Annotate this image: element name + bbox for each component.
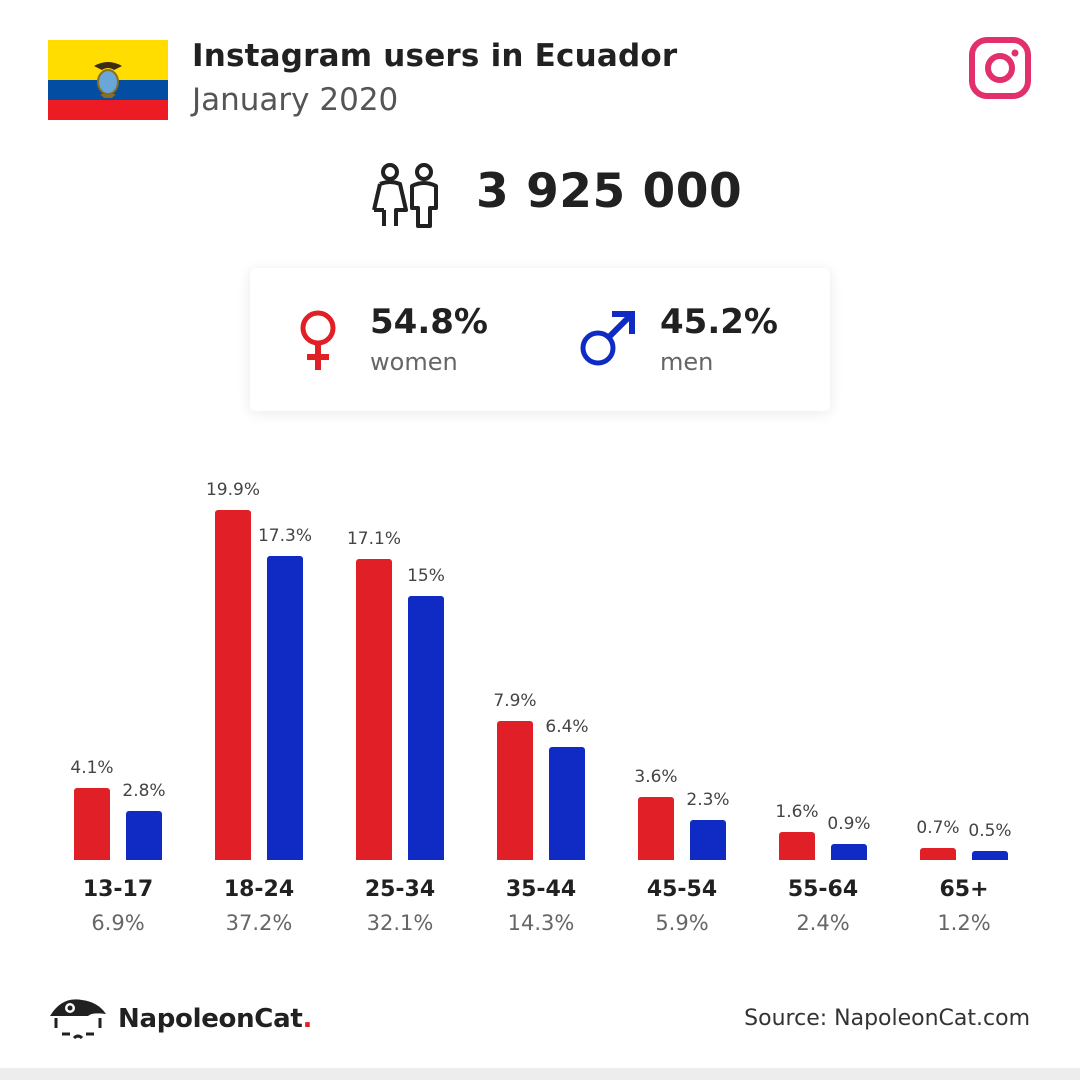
page-subtitle: January 2020 [192, 82, 399, 118]
bar-label-women-13-17: 4.1% [70, 757, 114, 778]
category-total-18-24: 37.2% [225, 911, 293, 935]
brand-name: NapoleonCat. [118, 1004, 313, 1034]
category-label-25-34: 25-34 [364, 877, 436, 902]
bar-men-18-24 [267, 555, 303, 860]
napoleoncat-logo-icon [50, 999, 106, 1040]
men-label: men [660, 348, 714, 376]
bar-label-men-18-24: 17.3% [257, 525, 312, 546]
category-total-65+: 1.2% [937, 911, 991, 935]
gender-card: 54.8% women 45.2% men [250, 268, 830, 411]
category-label-55-64: 55-64 [787, 877, 859, 902]
bar-women-35-44 [497, 720, 533, 860]
female-icon [300, 310, 336, 370]
bar-women-18-24 [215, 509, 251, 860]
bar-label-women-45-54: 3.6% [634, 766, 678, 787]
bar-men-45-54 [690, 819, 726, 860]
men-percent: 45.2% [660, 302, 778, 342]
category-label-13-17: 13-17 [82, 877, 154, 902]
bar-women-25-34 [356, 559, 392, 860]
bar-label-women-18-24: 19.9% [205, 479, 260, 500]
category-label-18-24: 18-24 [223, 877, 295, 902]
bar-label-men-45-54: 2.3% [686, 789, 730, 810]
bar-men-13-17 [126, 810, 162, 860]
total-users: 3 925 000 [476, 164, 743, 219]
category-label-45-54: 45-54 [646, 877, 718, 902]
bar-label-women-25-34: 17.1% [346, 529, 401, 550]
male-icon [580, 311, 635, 366]
bar-men-25-34 [408, 596, 444, 860]
category-total-35-44: 14.3% [507, 911, 575, 935]
category-total-13-17: 6.9% [91, 911, 145, 935]
bar-women-55-64 [779, 831, 815, 860]
category-label-35-44: 35-44 [505, 877, 577, 902]
source-text: Source: NapoleonCat.com [744, 1006, 1030, 1031]
bar-women-45-54 [638, 796, 674, 860]
ecuador-flag-icon [48, 40, 168, 120]
bar-label-men-55-64: 0.9% [827, 814, 871, 835]
category-total-55-64: 2.4% [796, 911, 850, 935]
bar-label-men-65+: 0.5% [968, 821, 1012, 842]
bar-women-13-17 [74, 787, 110, 860]
people-icon [372, 163, 438, 228]
bar-men-65+ [972, 851, 1008, 860]
page-title: Instagram users in Ecuador [192, 38, 678, 74]
bar-label-women-35-44: 7.9% [493, 690, 537, 711]
bar-men-55-64 [831, 844, 867, 860]
women-label: women [370, 348, 458, 376]
bar-women-65+ [920, 847, 956, 860]
bar-label-women-55-64: 1.6% [775, 801, 819, 822]
category-label-65+: 65+ [939, 877, 989, 902]
bar-label-women-65+: 0.7% [916, 817, 960, 838]
bar-men-35-44 [549, 747, 585, 860]
instagram-icon [969, 37, 1031, 99]
category-total-45-54: 5.9% [655, 911, 709, 935]
category-total-25-34: 32.1% [366, 911, 434, 935]
women-percent: 54.8% [370, 302, 488, 342]
bar-label-men-13-17: 2.8% [122, 780, 166, 801]
footer-strip [0, 1068, 1080, 1080]
bar-label-men-25-34: 15% [407, 566, 445, 586]
bar-label-men-35-44: 6.4% [545, 717, 589, 738]
